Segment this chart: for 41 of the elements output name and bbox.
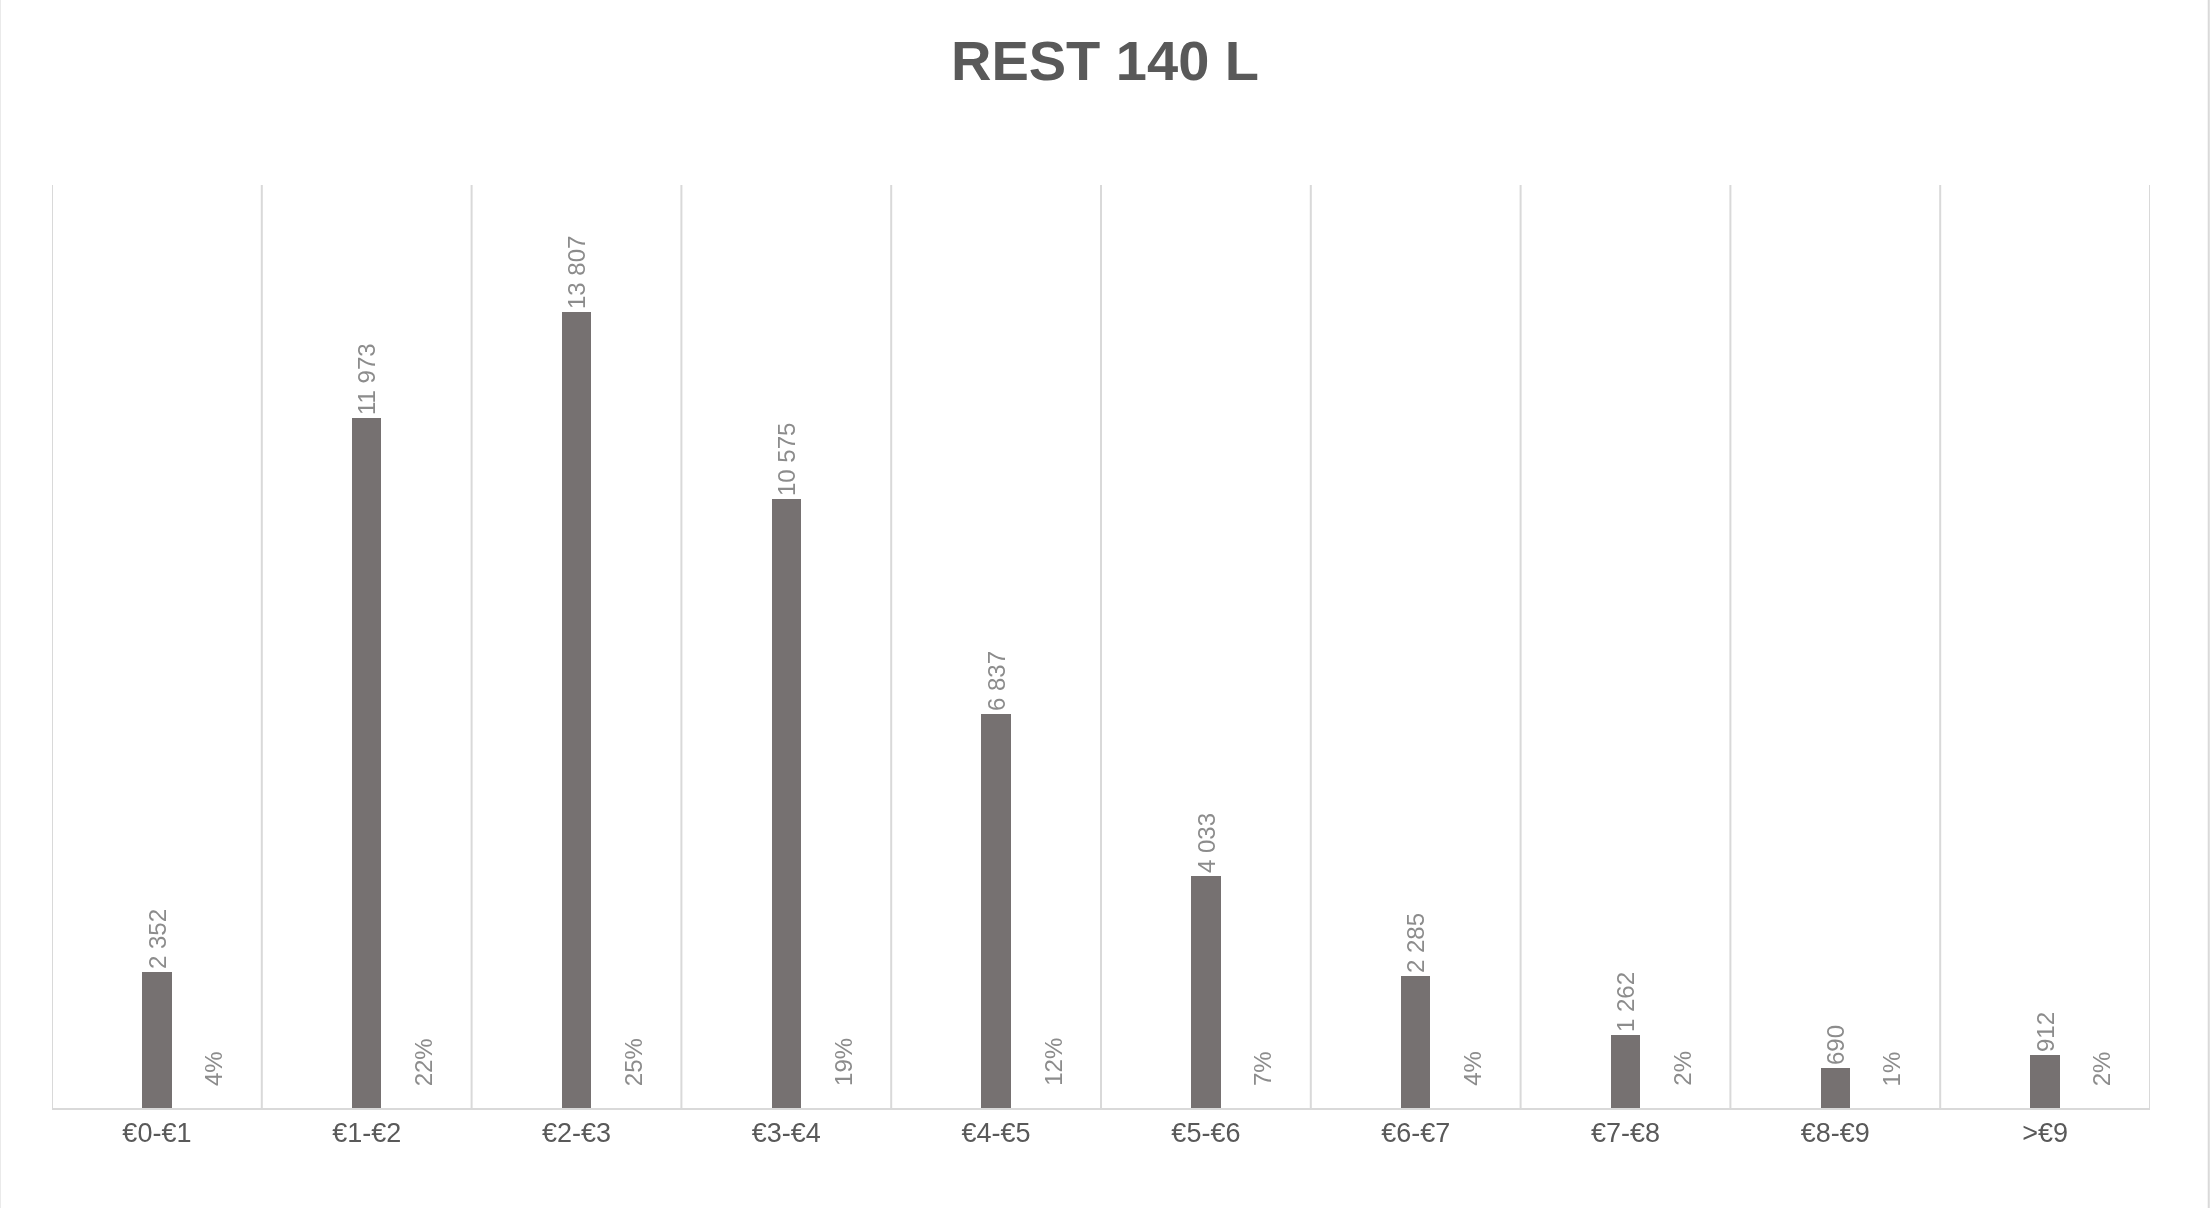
data-label: 4 033 [1192, 812, 1220, 873]
data-label: 13 807 [563, 235, 590, 309]
annotation: 19% [829, 1037, 857, 1086]
annotation: 4% [1458, 1051, 1486, 1086]
data-label: 11 973 [353, 343, 380, 415]
x-tick-label: €8-€9 [1800, 1118, 1870, 1149]
bar [142, 972, 172, 1108]
bar [562, 312, 591, 1108]
data-label: 2 285 [1402, 912, 1429, 973]
x-tick-label: €2-€3 [541, 1118, 612, 1149]
x-tick-label: €3-€4 [751, 1118, 821, 1149]
annotation: 7% [1249, 1051, 1277, 1087]
data-label: 690 [1822, 1024, 1849, 1065]
x-tick-label: €4-€5 [961, 1118, 1031, 1149]
x-tick-label: €1-€2 [332, 1118, 402, 1149]
x-tick-label: €5-€6 [1171, 1118, 1241, 1149]
bar [1821, 1068, 1850, 1108]
annotation: 12% [1039, 1037, 1067, 1086]
x-tick-label: €0-€1 [122, 1118, 192, 1149]
data-label: 2 352 [143, 908, 171, 969]
x-tick-label: €6-€7 [1381, 1118, 1451, 1149]
data-label: 6 837 [982, 650, 1010, 711]
chart-title: REST 140 L [950, 29, 1260, 92]
data-label: 1 262 [1612, 971, 1639, 1032]
annotation: 2% [2088, 1051, 2116, 1087]
x-tick-label: >€9 [2022, 1118, 2069, 1149]
bar [772, 499, 801, 1108]
bar [1191, 876, 1221, 1108]
annotation: 1% [1878, 1051, 1906, 1087]
annotation: 2% [1668, 1050, 1696, 1086]
bar [2030, 1055, 2060, 1108]
bar [1401, 976, 1430, 1108]
data-label: 912 [2031, 1011, 2059, 1052]
annotation: 22% [410, 1038, 438, 1087]
annotation: 4% [200, 1051, 228, 1087]
data-label: 10 575 [773, 422, 800, 496]
bar [352, 418, 381, 1108]
x-tick-label: €7-€8 [1590, 1118, 1661, 1149]
bar [1611, 1035, 1640, 1108]
bar [981, 714, 1011, 1108]
annotation: 25% [620, 1038, 648, 1087]
